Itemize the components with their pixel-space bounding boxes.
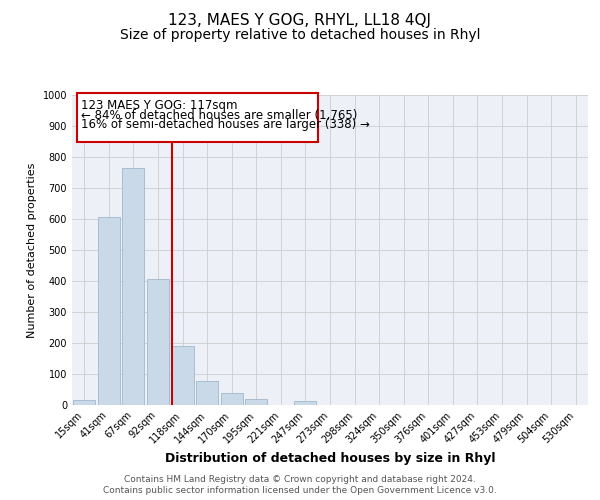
- Text: 123, MAES Y GOG, RHYL, LL18 4QJ: 123, MAES Y GOG, RHYL, LL18 4QJ: [169, 12, 431, 28]
- Bar: [122, 168, 145, 405]
- Text: Contains HM Land Registry data © Crown copyright and database right 2024.: Contains HM Land Registry data © Crown c…: [124, 475, 476, 484]
- FancyBboxPatch shape: [77, 94, 318, 142]
- Bar: [172, 346, 194, 405]
- Bar: [295, 402, 316, 405]
- Bar: [147, 280, 169, 405]
- Text: ← 84% of detached houses are smaller (1,765): ← 84% of detached houses are smaller (1,…: [80, 109, 357, 122]
- Bar: [73, 400, 95, 405]
- Bar: [196, 381, 218, 405]
- Text: Size of property relative to detached houses in Rhyl: Size of property relative to detached ho…: [120, 28, 480, 42]
- Y-axis label: Number of detached properties: Number of detached properties: [27, 162, 37, 338]
- Bar: [221, 392, 243, 405]
- Text: Contains public sector information licensed under the Open Government Licence v3: Contains public sector information licen…: [103, 486, 497, 495]
- Text: 16% of semi-detached houses are larger (338) →: 16% of semi-detached houses are larger (…: [80, 118, 370, 131]
- X-axis label: Distribution of detached houses by size in Rhyl: Distribution of detached houses by size …: [165, 452, 495, 464]
- Bar: [245, 400, 268, 405]
- Bar: [98, 218, 120, 405]
- Text: 123 MAES Y GOG: 117sqm: 123 MAES Y GOG: 117sqm: [80, 99, 237, 112]
